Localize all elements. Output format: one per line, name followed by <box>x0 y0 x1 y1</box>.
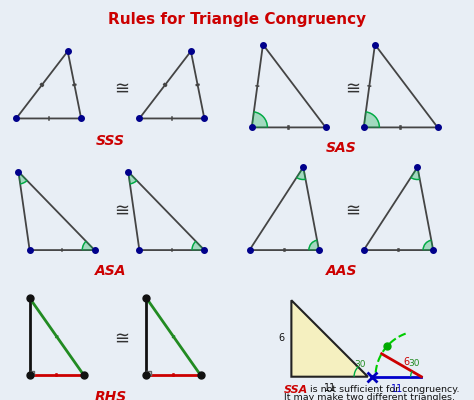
Text: ≅: ≅ <box>345 80 360 98</box>
Text: ≅: ≅ <box>114 80 129 98</box>
Polygon shape <box>128 172 137 184</box>
Polygon shape <box>292 300 368 377</box>
Text: 11: 11 <box>323 383 336 393</box>
Text: SSA: SSA <box>284 385 308 395</box>
Polygon shape <box>30 371 34 375</box>
Text: AAS: AAS <box>326 264 357 278</box>
Text: 6: 6 <box>278 334 284 344</box>
Text: 30: 30 <box>354 360 365 369</box>
Polygon shape <box>309 240 319 250</box>
Polygon shape <box>192 241 204 250</box>
Text: SSS: SSS <box>96 134 125 148</box>
Polygon shape <box>18 172 27 184</box>
Polygon shape <box>252 112 267 128</box>
Text: 11: 11 <box>391 384 403 394</box>
Text: It may make two different triangles.: It may make two different triangles. <box>284 393 455 400</box>
Text: ≅: ≅ <box>114 331 129 349</box>
Text: ≅: ≅ <box>114 203 129 221</box>
Polygon shape <box>364 112 379 128</box>
Polygon shape <box>82 241 95 250</box>
Text: is not sufficient for congruency.: is not sufficient for congruency. <box>310 385 459 394</box>
Text: ≅: ≅ <box>345 203 360 221</box>
Text: Rules for Triangle Congruency: Rules for Triangle Congruency <box>108 12 366 27</box>
Text: 30: 30 <box>408 359 420 368</box>
Text: 6: 6 <box>404 357 410 367</box>
Text: RHS: RHS <box>95 390 127 400</box>
Text: SAS: SAS <box>326 141 357 155</box>
Polygon shape <box>423 240 433 250</box>
Polygon shape <box>411 167 420 180</box>
Polygon shape <box>146 371 151 375</box>
Polygon shape <box>297 167 306 180</box>
Text: ASA: ASA <box>94 264 126 278</box>
